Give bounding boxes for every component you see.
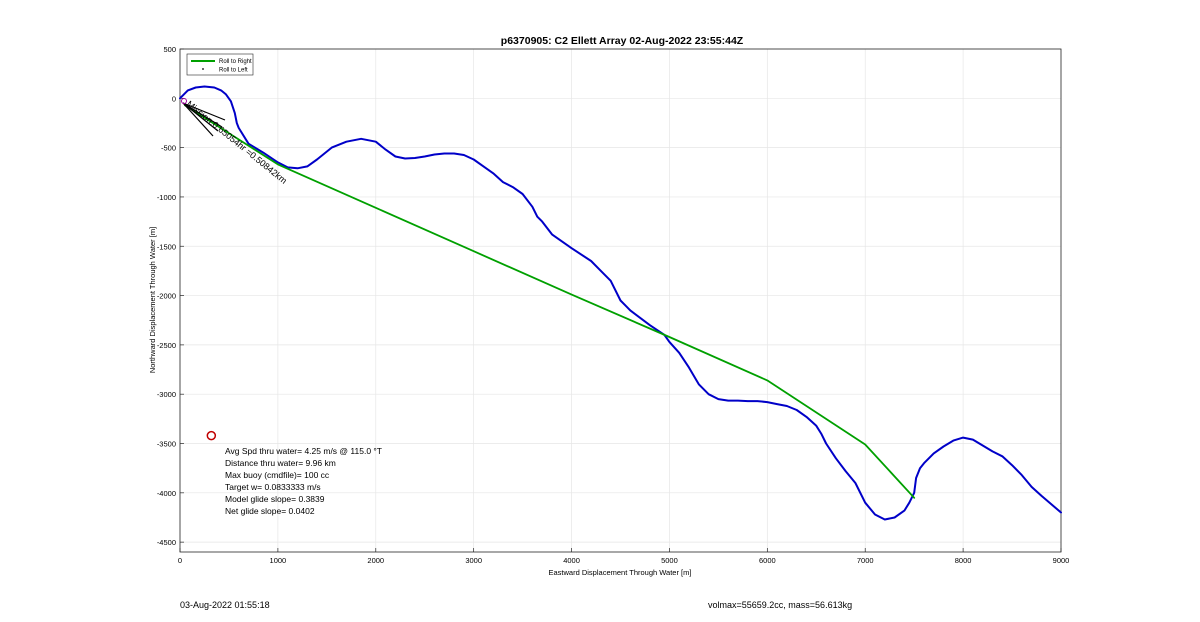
heading-line-4 bbox=[182, 102, 214, 137]
stats-line-model-glide: Model glide slope= 0.3839 bbox=[225, 494, 325, 504]
x-tick-label: 2000 bbox=[367, 556, 384, 565]
y-tick-label: -1500 bbox=[157, 242, 176, 251]
x-tick-label: 1000 bbox=[270, 556, 287, 565]
y-tick-label: -3000 bbox=[157, 390, 176, 399]
y-tick-label: -4000 bbox=[157, 489, 176, 498]
x-tick-label: 5000 bbox=[661, 556, 678, 565]
y-tick-label: -2000 bbox=[157, 292, 176, 301]
x-axis-label: Eastward Displacement Through Water [m] bbox=[549, 568, 692, 577]
x-tick-label: 6000 bbox=[759, 556, 776, 565]
stats-line-target-w: Target w= 0.0833333 m/s bbox=[225, 482, 321, 492]
stats-line-max-buoy: Max buoy (cmdfile)= 100 cc bbox=[225, 470, 330, 480]
net-displacement-line bbox=[183, 104, 916, 499]
mission-start-marks bbox=[181, 98, 226, 137]
legend-label-roll-right: Roll to Right bbox=[219, 59, 252, 65]
stats-line-speed: Avg Spd thru water= 4.25 m/s @ 115.0 °T bbox=[225, 446, 382, 456]
stats-block: Avg Spd thru water= 4.25 m/s @ 115.0 °T … bbox=[225, 446, 382, 516]
x-tick-label: 3000 bbox=[465, 556, 482, 565]
red-circle-marker bbox=[206, 430, 217, 441]
glider-track-line bbox=[179, 85, 1062, 521]
x-tick-label: 0 bbox=[178, 556, 182, 565]
stats-line-distance: Distance thru water= 9.96 km bbox=[225, 458, 336, 468]
heading-line-1 bbox=[182, 102, 226, 121]
start-marker bbox=[181, 98, 187, 104]
x-tick-label: 4000 bbox=[563, 556, 580, 565]
x-tick-label: 8000 bbox=[955, 556, 972, 565]
legend: Roll to Right Roll to Left bbox=[186, 53, 254, 76]
plot-frame bbox=[179, 48, 1062, 553]
marker-layer bbox=[206, 430, 217, 441]
x-tick-label: 7000 bbox=[857, 556, 874, 565]
y-tick-label: 0 bbox=[172, 94, 176, 103]
footer-timestamp: 03-Aug-2022 01:55:18 bbox=[180, 600, 270, 610]
y-axis-label: Northward Displacement Through Water [m] bbox=[148, 227, 157, 373]
y-tick-label: -500 bbox=[161, 144, 176, 153]
legend-box bbox=[186, 53, 254, 76]
y-tick-label: -1000 bbox=[157, 193, 176, 202]
axis-ticks: 0 1000 2000 3000 4000 5000 6000 7000 8000 9000500… bbox=[157, 45, 1070, 565]
legend-label-roll-left: Roll to Left bbox=[219, 68, 248, 74]
y-tick-label: -2500 bbox=[157, 341, 176, 350]
series-layer bbox=[179, 85, 1062, 521]
heading-line-2 bbox=[182, 102, 223, 128]
legend-swatch-roll-left bbox=[202, 68, 204, 70]
footer-volmax-mass: volmax=55659.2cc, mass=56.613kg bbox=[708, 600, 853, 610]
y-tick-label: 500 bbox=[163, 45, 176, 54]
heading-line-3 bbox=[182, 102, 219, 132]
chart-title: p6370905: C2 Ellett Array 02-Aug-2022 23… bbox=[501, 35, 744, 47]
x-tick-label: 9000 bbox=[1053, 556, 1070, 565]
y-tick-label: -4500 bbox=[157, 538, 176, 547]
y-tick-label: -3500 bbox=[157, 440, 176, 449]
stats-line-net-glide: Net glide slope= 0.0402 bbox=[225, 506, 315, 516]
